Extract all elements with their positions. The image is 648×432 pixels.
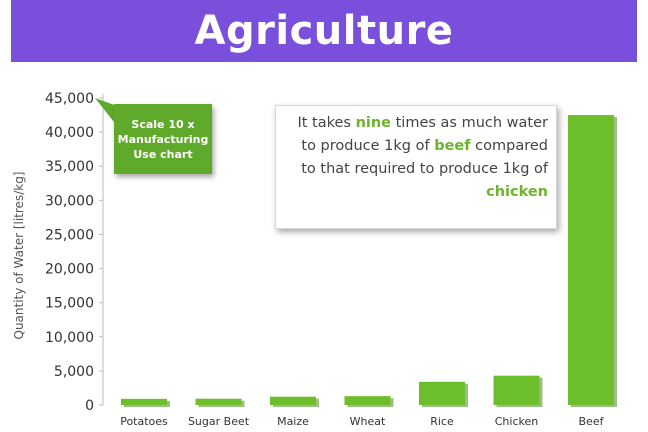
bar-sugar-beet <box>195 398 242 405</box>
callout-pointer <box>95 98 120 122</box>
x-category-label: Chicken <box>495 415 539 428</box>
y-tick-label: 35,000 <box>45 159 94 175</box>
note-text: It takes <box>297 115 356 131</box>
callout-line: Scale 10 x <box>131 117 195 131</box>
bar-wheat <box>344 396 391 405</box>
bar-rice <box>419 381 465 405</box>
note-text: compared to that required to produce 1kg… <box>301 138 548 177</box>
bar-potatoes <box>121 398 167 405</box>
y-tick-label: 30,000 <box>45 193 94 209</box>
page-title: Agriculture <box>194 8 454 54</box>
callout-line: Manufacturing <box>117 132 209 146</box>
y-axis-title: Quantity of Water [litres/kg] <box>12 172 26 340</box>
y-tick-label: 45,000 <box>45 91 94 107</box>
x-category-label: Wheat <box>350 415 386 428</box>
y-tick-label: 10,000 <box>45 330 94 346</box>
x-category-label: Rice <box>430 415 454 428</box>
y-tick-label: 25,000 <box>45 227 94 243</box>
y-tick-label: 20,000 <box>45 262 94 278</box>
note-highlight-beef: beef <box>434 138 471 154</box>
y-tick-label: 0 <box>85 398 94 414</box>
x-category-label: Beef <box>579 415 605 428</box>
note-highlight-nine: nine <box>355 115 392 131</box>
y-tick-label: 5,000 <box>54 364 94 380</box>
y-tick-label: 15,000 <box>45 296 94 312</box>
bar-maize <box>270 396 316 405</box>
y-tick-label: 40,000 <box>45 125 94 141</box>
title-banner: Agriculture <box>11 0 637 62</box>
bar-beef <box>568 115 614 406</box>
x-category-label: Sugar Beet <box>188 415 250 428</box>
callout-line: Use chart <box>133 147 193 161</box>
x-category-label: Maize <box>277 415 309 428</box>
note-text: times as much water to produce 1kg of <box>301 115 548 154</box>
x-category-label: Potatoes <box>120 415 168 428</box>
note-highlight-chicken: chicken <box>486 184 548 200</box>
comparison-note: It takes nine times as much water to pro… <box>275 105 557 229</box>
bar-chicken <box>493 375 540 405</box>
scale-callout: Scale 10 x Manufacturing Use chart <box>114 104 212 174</box>
